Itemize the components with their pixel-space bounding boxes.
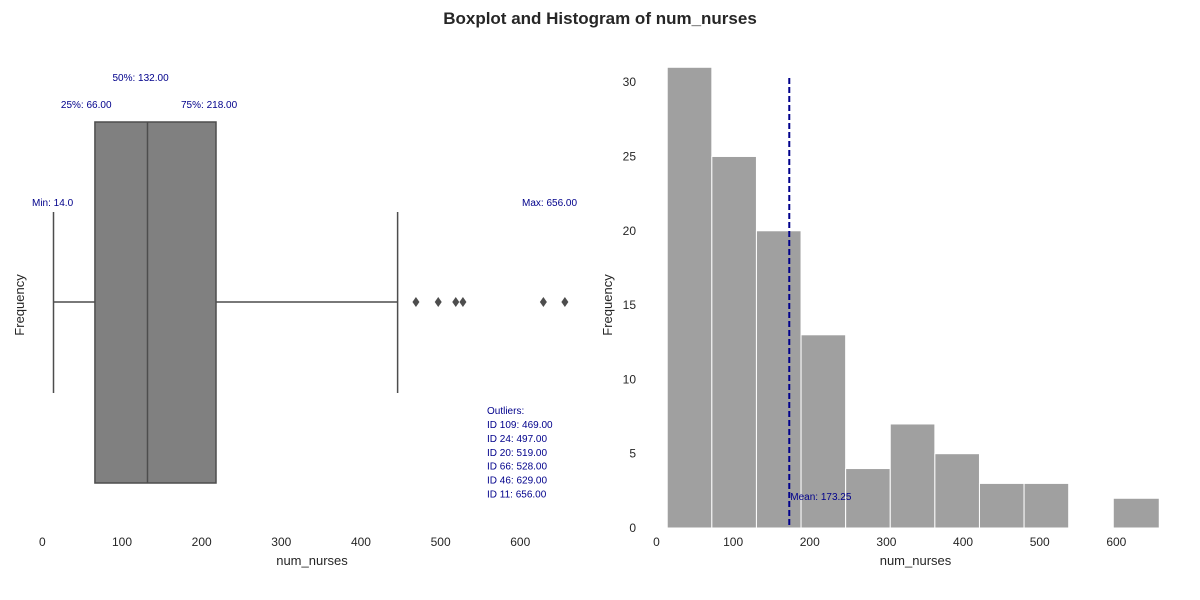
x-tick-label: 0 (39, 535, 46, 549)
y-tick-label: 25 (623, 149, 637, 163)
outlier-label: ID 109: 469.00 (487, 420, 553, 431)
x-tick-label: 500 (431, 535, 451, 549)
y-axis-label: Frequency (12, 274, 27, 336)
x-axis-label: num_nurses (880, 553, 952, 568)
mean-label: Mean: 173.25 (790, 492, 852, 503)
outlier-point (539, 297, 547, 307)
x-tick-label: 600 (1106, 535, 1126, 549)
histogram-bar (711, 155, 757, 529)
outlier-point (452, 297, 460, 307)
x-tick-label: 0 (653, 535, 660, 549)
outlier-point (434, 297, 442, 307)
x-tick-label: 200 (192, 535, 212, 549)
q3-label: 75%: 218.00 (181, 100, 238, 111)
x-tick-label: 400 (953, 535, 973, 549)
chart-title: Boxplot and Histogram of num_nurses (443, 9, 757, 28)
max-label: Max: 656.00 (522, 198, 577, 209)
median-label: 50%: 132.00 (112, 73, 169, 84)
x-tick-label: 600 (510, 535, 530, 549)
y-axis-label: Frequency (600, 274, 615, 336)
x-tick-label: 100 (723, 535, 743, 549)
outlier-point (561, 297, 569, 307)
outlier-label: ID 46: 629.00 (487, 476, 547, 487)
y-tick-label: 10 (623, 372, 637, 386)
histogram-panel: Mean: 173.25 0 100 200 300 400 500 600 0 5 10 15 20 2… (600, 66, 1160, 568)
y-tick-label: 30 (623, 75, 637, 89)
x-tick-label: 200 (800, 535, 820, 549)
min-label: Min: 14.0 (32, 198, 74, 209)
x-tick-label: 500 (1030, 535, 1050, 549)
x-axis-label: num_nurses (276, 553, 348, 568)
y-tick-label: 15 (623, 298, 637, 312)
x-tick-label: 400 (351, 535, 371, 549)
q1-label: 25%: 66.00 (61, 100, 112, 111)
histogram-bar (889, 423, 936, 529)
outlier-label: ID 20: 519.00 (487, 448, 547, 459)
histogram-bar (1023, 482, 1070, 529)
x-tick-label: 300 (271, 535, 291, 549)
iqr-box (94, 121, 217, 484)
x-tick-label: 300 (876, 535, 896, 549)
y-tick-label: 20 (623, 224, 637, 238)
y-tick-label: 5 (629, 447, 636, 461)
outlier-label: ID 11: 656.00 (487, 490, 547, 501)
outlier-point (412, 297, 420, 307)
outliers-title: Outliers: (487, 406, 524, 417)
y-tick-label: 0 (629, 521, 636, 535)
histogram-bar (1112, 497, 1160, 529)
histogram-bar (800, 334, 847, 529)
histogram-bar (755, 230, 802, 529)
histogram-bar (978, 482, 1025, 529)
histogram-bar (666, 66, 713, 529)
boxplot-panel: 0 100 200 300 400 500 600 num_nurses Frequency 25… (12, 73, 577, 568)
histogram-bar (845, 468, 891, 529)
x-tick-label: 100 (112, 535, 132, 549)
outlier-label: ID 24: 497.00 (487, 434, 547, 445)
outlier-point (459, 297, 467, 307)
outlier-label: ID 66: 528.00 (487, 462, 547, 473)
histogram-bar (934, 453, 980, 529)
